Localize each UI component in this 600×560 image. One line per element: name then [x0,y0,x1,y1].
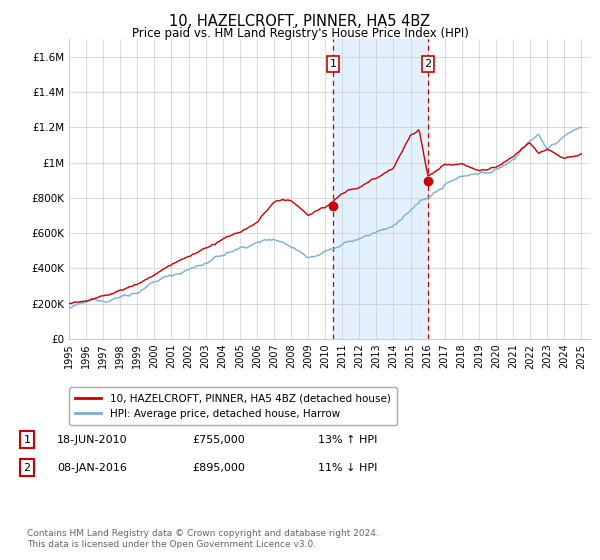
Text: 2: 2 [424,59,431,69]
Text: Price paid vs. HM Land Registry's House Price Index (HPI): Price paid vs. HM Land Registry's House … [131,27,469,40]
Text: 18-JUN-2010: 18-JUN-2010 [57,435,128,445]
Text: 10, HAZELCROFT, PINNER, HA5 4BZ: 10, HAZELCROFT, PINNER, HA5 4BZ [169,14,431,29]
Legend: 10, HAZELCROFT, PINNER, HA5 4BZ (detached house), HPI: Average price, detached h: 10, HAZELCROFT, PINNER, HA5 4BZ (detache… [69,388,397,425]
Text: 1: 1 [329,59,337,69]
Text: 08-JAN-2016: 08-JAN-2016 [57,463,127,473]
Text: 11% ↓ HPI: 11% ↓ HPI [318,463,377,473]
Bar [333,39,428,339]
Text: 13% ↑ HPI: 13% ↑ HPI [318,435,377,445]
Text: £755,000: £755,000 [192,435,245,445]
Text: Contains HM Land Registry data © Crown copyright and database right 2024.
This d: Contains HM Land Registry data © Crown c… [27,529,379,549]
Text: £895,000: £895,000 [192,463,245,473]
Text: 2: 2 [23,463,31,473]
Text: 1: 1 [23,435,31,445]
